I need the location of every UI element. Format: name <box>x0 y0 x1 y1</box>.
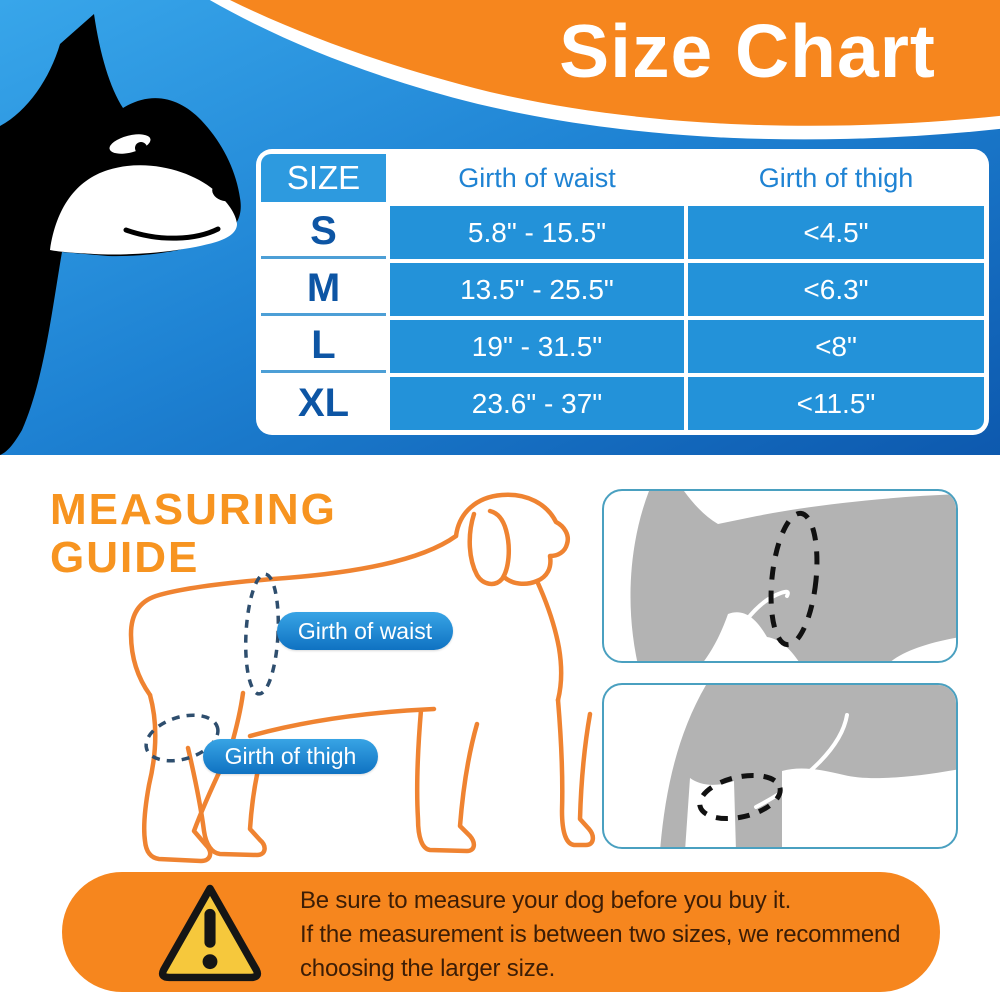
notice-line1: Be sure to measure your dog before you b… <box>300 887 792 914</box>
waist-illustration-graphic <box>630 491 956 661</box>
notice-banner: Be sure to measure your dog before you b… <box>62 872 940 992</box>
thigh-label-pill: Girth of thigh <box>203 739 378 774</box>
dog-head-silhouette-icon <box>0 14 241 455</box>
thigh-cell-m: <6.3" <box>688 263 984 316</box>
size-chart-table: SIZE Girth of waist Girth of thigh S 5.8… <box>256 149 989 435</box>
thigh-illustration-graphic <box>660 685 956 847</box>
size-cell-l: L <box>261 320 386 373</box>
size-cell-xl: XL <box>261 377 386 430</box>
column-header-thigh: Girth of thigh <box>688 154 984 202</box>
thigh-cell-s: <4.5" <box>688 206 984 259</box>
notice-line2: If the measurement is between two sizes,… <box>300 921 901 948</box>
waist-measure-illustration <box>602 489 958 663</box>
dog-outline-drawing <box>128 492 596 864</box>
thigh-measure-illustration <box>602 683 958 849</box>
waist-label: Girth of waist <box>297 617 433 644</box>
notice-text: Be sure to measure your dog before you b… <box>300 884 901 986</box>
waist-cell-m: 13.5" - 25.5" <box>390 263 684 316</box>
column-header-size: SIZE <box>261 154 386 202</box>
measuring-guide-title-line2: GUIDE <box>50 533 200 582</box>
size-cell-s: S <box>261 206 386 259</box>
warning-triangle-icon <box>158 884 262 982</box>
notice-line3: choosing the larger size. <box>300 955 556 982</box>
size-cell-m: M <box>261 263 386 316</box>
waist-cell-s: 5.8" - 15.5" <box>390 206 684 259</box>
thigh-label: Girth of thigh <box>224 743 357 769</box>
orange-header-curve <box>209 0 1000 140</box>
waist-cell-l: 19" - 31.5" <box>390 320 684 373</box>
column-header-waist: Girth of waist <box>390 154 684 202</box>
thigh-cell-xl: <11.5" <box>688 377 984 430</box>
waist-cell-xl: 23.6" - 37" <box>390 377 684 430</box>
page-title: Size Chart <box>559 9 936 93</box>
measuring-guide-title-line1: MEASURING <box>50 485 337 534</box>
measuring-guide-title: MEASURING GUIDE <box>50 486 337 582</box>
waist-label-pill: Girth of waist <box>277 612 453 650</box>
thigh-cell-l: <8" <box>688 320 984 373</box>
header-section: Size Chart SIZE Girth of waist Girth of … <box>0 0 1000 455</box>
